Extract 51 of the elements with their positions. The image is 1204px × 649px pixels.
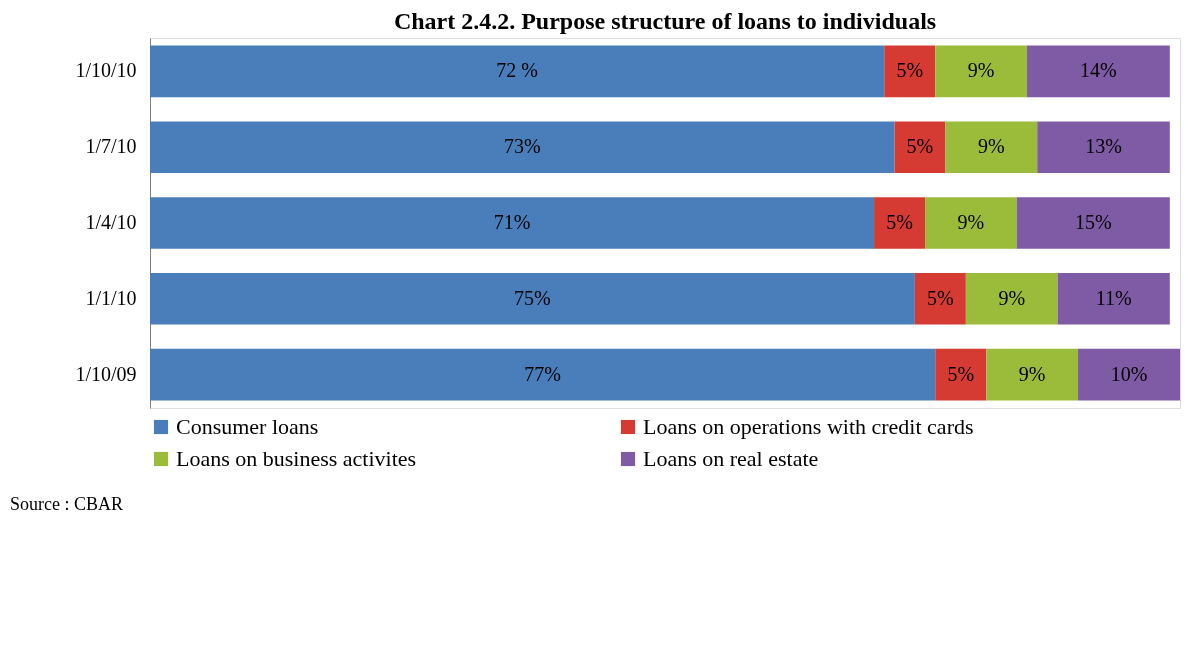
bar <box>150 348 936 401</box>
data-label: 9% <box>978 135 1005 158</box>
data-label: 71% <box>493 211 531 233</box>
bar <box>935 348 987 401</box>
data-label: 75% <box>514 286 551 309</box>
bar <box>894 121 946 173</box>
data-label: 5% <box>896 59 924 82</box>
bar <box>986 348 1079 401</box>
bar <box>1027 45 1170 98</box>
data-label: 11% <box>1095 286 1132 309</box>
data-label: 9% <box>1018 362 1046 385</box>
data-label: 14% <box>1080 59 1117 82</box>
bar <box>965 273 1058 325</box>
legend-label: Loans on operations with credit cards <box>643 414 974 439</box>
bar <box>1078 348 1180 401</box>
data-label: 5% <box>927 286 954 309</box>
chart-title: Chart 2.4.2. Purpose structure of loans to individuals <box>393 8 937 34</box>
data-label: 9% <box>957 211 985 233</box>
legend-label: Loans on real estate <box>643 446 819 471</box>
y-tick-label: 1/10/10 <box>75 59 137 82</box>
data-label: 5% <box>947 362 975 385</box>
bar <box>1057 273 1170 325</box>
data-label: 72 % <box>496 59 538 82</box>
bar <box>945 121 1038 173</box>
data-label: 9% <box>998 286 1026 309</box>
data-label: 77% <box>524 362 561 385</box>
data-label: 73% <box>503 135 541 158</box>
data-label: 15% <box>1074 211 1112 233</box>
bar <box>1037 121 1170 173</box>
source-note: Source : CBAR <box>10 494 124 514</box>
data-label: 5% <box>906 135 934 158</box>
y-tick-label: 1/7/10 <box>85 135 137 158</box>
bar <box>935 45 1028 98</box>
data-label: 5% <box>886 211 913 233</box>
legend-label: Loans on business activites <box>176 446 417 471</box>
data-label: 13% <box>1085 135 1122 158</box>
bar <box>150 45 885 98</box>
bar <box>1016 197 1170 249</box>
y-tick-label: 1/1/10 <box>85 286 137 309</box>
bar <box>150 121 895 173</box>
bar <box>150 273 915 325</box>
bar <box>874 197 926 249</box>
bar <box>150 197 875 249</box>
bar <box>925 197 1017 249</box>
bar <box>914 273 966 325</box>
data-label: 10% <box>1110 362 1148 385</box>
data-label: 9% <box>967 59 995 82</box>
legend-label: Consumer loans <box>176 414 319 439</box>
y-tick-label: 1/4/10 <box>85 211 137 233</box>
y-tick-label: 1/10/09 <box>75 362 137 385</box>
bar <box>884 45 936 98</box>
